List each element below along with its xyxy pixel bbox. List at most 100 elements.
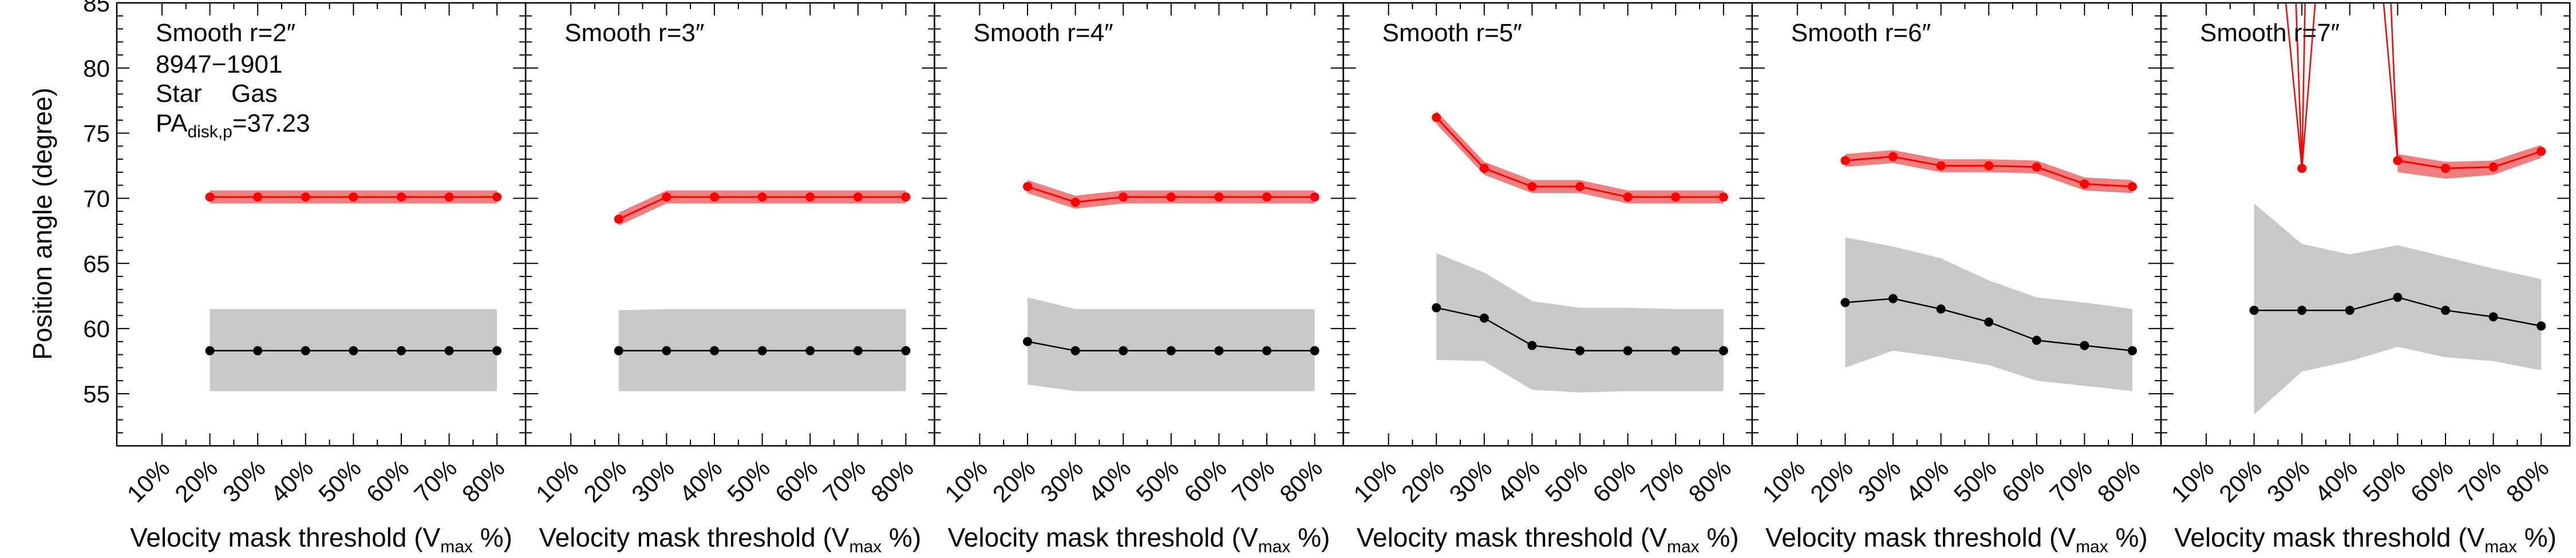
gas-data-point (1718, 192, 1728, 202)
x-tick-label: 60% (1587, 454, 1641, 508)
gas-data-point (1623, 192, 1633, 202)
x-axis-title: Velocity mask threshold (Vmax %) (2174, 523, 2557, 556)
star-data-point (2488, 312, 2498, 322)
plot-area (614, 190, 911, 391)
star-data-point (2345, 306, 2354, 315)
star-data-point (757, 346, 767, 355)
star-data-point (2080, 341, 2089, 350)
x-tick-label: 80% (1683, 454, 1736, 508)
plot-area (1432, 110, 1728, 393)
star-data-point (253, 346, 263, 355)
gas-runaway-line (2301, 3, 2306, 169)
star-error-band (2254, 203, 2542, 415)
x-tick-label: 20% (987, 454, 1041, 508)
gas-data-point (1936, 161, 1946, 171)
chart-panel-5: 10%20%30%40%50%60%70%80% Velocity mask th… (1751, 2, 2162, 556)
gas-data-point (853, 192, 863, 202)
gas-data-point (2080, 179, 2089, 189)
star-data-point (397, 346, 406, 355)
panel-title: Smooth r=5″ (1382, 19, 1522, 47)
gas-error-band (2397, 145, 2542, 179)
x-tick-label: 60% (1996, 454, 2049, 508)
star-data-point (1984, 317, 1994, 327)
gas-data-point (1166, 192, 1176, 202)
star-data-point (349, 346, 358, 355)
star-data-point (1888, 294, 1898, 303)
gas-data-point (901, 192, 911, 202)
x-tick-label: 80% (866, 454, 919, 508)
x-tick-label: 60% (2405, 454, 2459, 508)
star-data-point (1166, 346, 1176, 355)
star-data-point (662, 346, 671, 355)
x-tick-label: 20% (578, 454, 631, 508)
gas-data-point (614, 214, 623, 224)
star-error-band (1845, 237, 2132, 391)
gas-data-point (1432, 113, 1441, 122)
x-tick-label: 10% (939, 454, 993, 508)
gas-error-band (1436, 110, 1724, 204)
star-data-point (1070, 346, 1080, 355)
gas-data-point (1070, 197, 1080, 207)
star-data-point (2441, 306, 2450, 315)
y-tick-label: 60 (83, 315, 110, 342)
x-axis-title: Velocity mask threshold (Vmax %) (1765, 523, 2148, 556)
plot-area (1023, 180, 1319, 391)
gas-data-point (397, 192, 406, 202)
gas-data-point (205, 192, 215, 202)
x-tick-label: 10% (531, 454, 584, 508)
x-axis-title: Velocity mask threshold (Vmax %) (1357, 523, 1739, 556)
x-axis-title: Velocity mask threshold (Vmax %) (130, 523, 512, 556)
x-tick-label: 40% (1901, 454, 1954, 508)
x-axis-title: Velocity mask threshold (Vmax %) (948, 523, 1330, 556)
gas-data-point (2488, 162, 2498, 172)
panel-title: Smooth r=6″ (1791, 19, 1931, 47)
gas-data-point (2537, 147, 2546, 156)
x-tick-label: 60% (770, 454, 823, 508)
x-tick-label: 40% (2309, 454, 2362, 508)
x-tick-label: 80% (457, 454, 510, 508)
x-tick-label: 70% (1227, 454, 1280, 508)
gas-data-point (757, 192, 767, 202)
plot-area (1840, 150, 2137, 391)
x-tick-label: 70% (2453, 454, 2506, 508)
star-data-point (805, 346, 815, 355)
x-tick-label: 70% (817, 454, 871, 508)
x-tick-label: 40% (674, 454, 728, 508)
x-tick-label: 20% (2214, 454, 2267, 508)
panel-title: Smooth r=2″ (156, 19, 295, 47)
x-tick-label: 20% (1805, 454, 1858, 508)
star-data-point (1214, 346, 1224, 355)
panel-title: Smooth r=3″ (564, 19, 704, 47)
star-data-point (2393, 292, 2403, 302)
star-error-band (1436, 253, 1724, 393)
star-data-point (1262, 346, 1271, 355)
star-data-point (2128, 346, 2137, 355)
x-tick-label: 50% (1949, 454, 2002, 508)
legend-gas-label: Gas (231, 80, 278, 108)
x-tick-label: 70% (409, 454, 462, 508)
y-tick-label: 85 (83, 0, 110, 17)
star-data-point (853, 346, 863, 355)
x-tick-label: 40% (1492, 454, 1545, 508)
star-data-point (2032, 335, 2041, 345)
gas-data-point (1527, 182, 1537, 191)
y-tick-label: 80 (83, 55, 110, 82)
x-tick-label: 40% (265, 454, 318, 508)
gas-data-point (1119, 192, 1128, 202)
pa-disk-label: PAdisk,p=37.23 (156, 109, 310, 141)
gas-data-point (1575, 182, 1585, 191)
x-tick-label: 60% (361, 454, 414, 508)
chart-panel-1: 55 60 65 70 75 80 85 10%20%30%40%50%60%70%80% Ve… (83, 0, 527, 556)
star-data-point (492, 346, 502, 355)
gas-data-point (1214, 192, 1224, 202)
y-tick-label: 70 (83, 185, 110, 212)
star-error-band (1028, 297, 1315, 391)
x-tick-label: 30% (1853, 454, 1906, 508)
gas-data-point (2393, 156, 2403, 165)
gas-data-point (492, 192, 502, 202)
y-axis-title: Position angle (degree) (27, 88, 57, 360)
x-tick-label: 60% (1179, 454, 1232, 508)
x-tick-label: 10% (2166, 454, 2219, 508)
x-tick-label: 30% (2262, 454, 2315, 508)
